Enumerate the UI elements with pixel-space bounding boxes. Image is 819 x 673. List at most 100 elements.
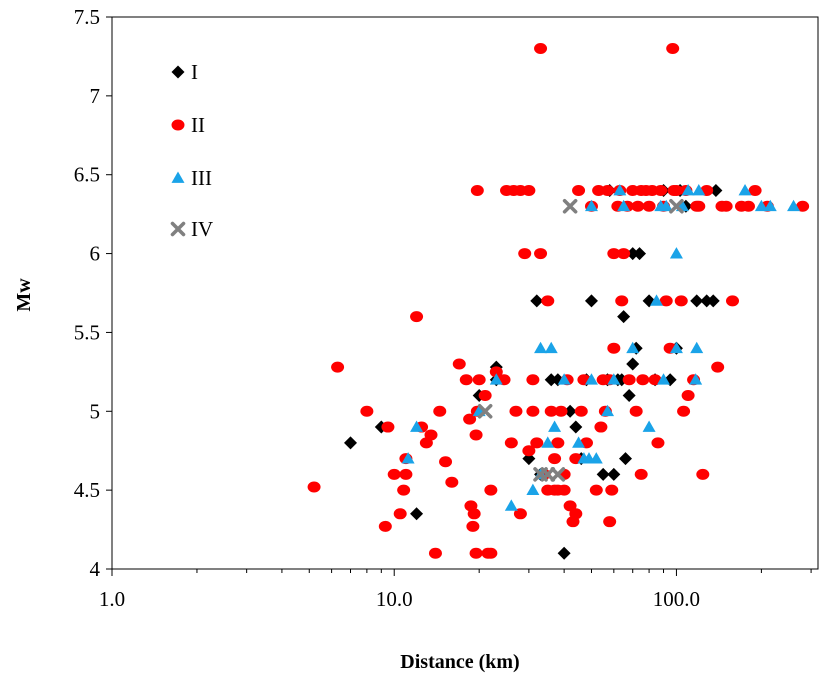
- series-III: [401, 183, 801, 511]
- data-point: [463, 413, 477, 425]
- data-point: [619, 452, 633, 466]
- data-point: [657, 373, 671, 385]
- data-point: [681, 183, 695, 196]
- data-point: [669, 247, 683, 259]
- data-point: [601, 184, 615, 196]
- data-point: [534, 248, 548, 260]
- data-point: [424, 429, 438, 441]
- y-tick-label: 6.5: [74, 163, 100, 187]
- data-point: [677, 405, 691, 417]
- data-point: [626, 247, 640, 261]
- series-I: [344, 183, 723, 560]
- legend-label: IV: [191, 217, 213, 241]
- data-points: [307, 43, 810, 560]
- data-point: [557, 546, 571, 560]
- data-point: [636, 374, 650, 386]
- data-point: [563, 500, 577, 512]
- data-point: [669, 341, 683, 354]
- data-point: [410, 420, 424, 432]
- data-point: [557, 373, 571, 385]
- data-point: [459, 374, 473, 386]
- data-point: [466, 520, 480, 532]
- data-point: [378, 520, 392, 532]
- data-point: [642, 420, 656, 432]
- data-point: [626, 357, 640, 371]
- data-point: [617, 199, 631, 212]
- data-point: [478, 390, 492, 402]
- data-point: [607, 248, 621, 260]
- data-point: [748, 184, 762, 196]
- data-point: [344, 436, 358, 450]
- data-point: [428, 547, 442, 559]
- data-point: [550, 467, 566, 482]
- data-point: [700, 294, 714, 308]
- data-point: [530, 437, 544, 449]
- data-point: [607, 467, 621, 481]
- data-point: [504, 437, 518, 449]
- data-point: [650, 294, 664, 306]
- data-point: [554, 405, 568, 417]
- data-point: [399, 468, 413, 480]
- data-point: [754, 199, 768, 212]
- data-point: [634, 468, 648, 480]
- data-point: [534, 43, 548, 55]
- data-point: [601, 404, 615, 417]
- data-point: [669, 198, 684, 214]
- data-point: [526, 483, 540, 496]
- data-point: [696, 468, 710, 480]
- data-point: [534, 341, 548, 354]
- data-point: [574, 405, 588, 417]
- legend-label: II: [191, 113, 205, 137]
- y-tick-label: 7: [90, 84, 101, 108]
- data-point: [452, 358, 466, 370]
- data-point: [738, 183, 752, 196]
- data-point: [689, 373, 703, 385]
- data-point: [709, 183, 723, 197]
- data-point: [589, 452, 603, 464]
- data-point: [706, 294, 720, 308]
- data-point: [681, 390, 695, 402]
- x-axis-ticks: 1.0 10.0 100.0: [99, 569, 812, 611]
- data-point: [674, 295, 688, 307]
- data-point: [410, 507, 424, 521]
- data-point: [592, 184, 606, 196]
- data-point: [763, 199, 777, 212]
- data-point: [692, 183, 706, 196]
- data-point: [629, 405, 643, 417]
- y-tick-label: 5: [90, 399, 101, 423]
- data-point: [690, 341, 704, 354]
- data-point: [445, 476, 459, 488]
- data-point: [589, 484, 603, 496]
- data-point: [331, 361, 345, 373]
- data-point: [572, 184, 586, 196]
- data-point: [572, 436, 586, 448]
- data-point: [504, 499, 518, 511]
- y-tick-label: 7.5: [74, 5, 100, 29]
- y-tick-label: 6: [90, 242, 101, 266]
- legend-marker: [171, 65, 185, 79]
- data-point: [526, 405, 540, 417]
- y-tick-label: 4.5: [74, 478, 100, 502]
- data-point: [470, 184, 484, 196]
- data-point: [557, 484, 571, 496]
- data-point: [692, 200, 706, 212]
- data-point: [489, 373, 503, 385]
- legend-item: III: [171, 166, 212, 190]
- data-point: [594, 421, 608, 433]
- data-point: [726, 295, 740, 307]
- data-point: [472, 374, 486, 386]
- data-point: [540, 467, 556, 482]
- data-point: [584, 294, 598, 308]
- data-point: [548, 420, 562, 432]
- data-point: [484, 547, 498, 559]
- data-point: [626, 341, 640, 354]
- data-point: [603, 516, 617, 528]
- data-point: [741, 200, 755, 212]
- data-point: [526, 374, 540, 386]
- data-point: [690, 294, 704, 308]
- data-point: [518, 248, 532, 260]
- data-point: [433, 405, 447, 417]
- data-point: [622, 389, 636, 403]
